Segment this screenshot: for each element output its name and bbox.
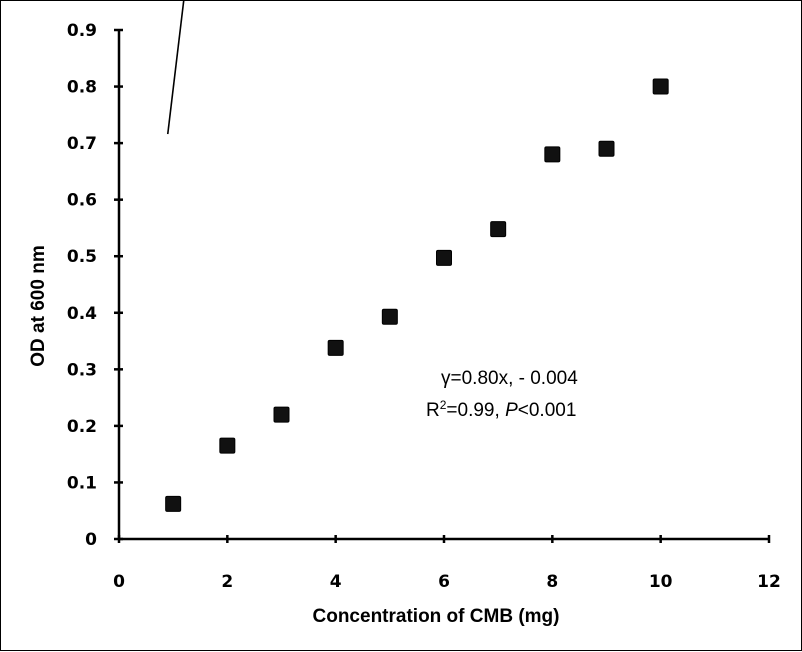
y-axis-title: OD at 600 nm xyxy=(28,245,49,366)
axes xyxy=(117,30,769,541)
data-point xyxy=(598,140,615,157)
y-tick-label: 0.2 xyxy=(67,417,97,437)
p-value: <0.001 xyxy=(518,400,577,421)
y-tick-label: 0.4 xyxy=(67,304,97,324)
x-tick-label: 6 xyxy=(438,572,450,592)
y-tick-label: 0.3 xyxy=(67,360,97,380)
x-tick-label: 4 xyxy=(330,572,342,592)
data-point xyxy=(490,221,507,238)
y-tick-label: 0.5 xyxy=(67,247,97,267)
data-point xyxy=(381,308,398,325)
data-point xyxy=(544,146,561,163)
regression-stats: R2=0.99, P<0.001 xyxy=(426,398,576,421)
y-tick-label: 0.1 xyxy=(67,473,97,493)
y-tick-label: 0.7 xyxy=(67,134,97,154)
axis-ticks: 0 2 4 6 8 10 12 0 0.1 0.2 0.3 0.4 0.5 0.6 0.7 0.8 0.9 xyxy=(67,21,781,592)
data-point xyxy=(219,437,236,454)
data-point xyxy=(327,339,344,356)
y-tick-label: 0.6 xyxy=(67,191,97,211)
data-point xyxy=(652,78,669,95)
data-points xyxy=(165,78,669,512)
p-label: P xyxy=(505,400,518,421)
r-label: R xyxy=(426,400,440,421)
trendline xyxy=(166,1,185,135)
y-tick-label: 0 xyxy=(85,530,97,550)
y-tick-label: 0.8 xyxy=(67,78,97,98)
x-axis-title: Concentration of CMB (mg) xyxy=(313,606,560,627)
x-tick-label: 8 xyxy=(546,572,558,592)
regression-equation: γ=0.80x, - 0.004 xyxy=(441,368,578,389)
x-tick-label: 10 xyxy=(649,572,673,592)
data-point xyxy=(273,406,290,423)
data-point xyxy=(436,249,452,266)
x-tick-label: 0 xyxy=(113,572,125,592)
x-tick-label: 2 xyxy=(221,572,233,592)
data-point xyxy=(165,495,182,512)
y-tick-label: 0.9 xyxy=(67,21,97,41)
r-value: =0.99, xyxy=(446,400,505,421)
x-tick-label: 12 xyxy=(757,572,781,592)
r-squared-superscript: 2 xyxy=(440,398,447,412)
